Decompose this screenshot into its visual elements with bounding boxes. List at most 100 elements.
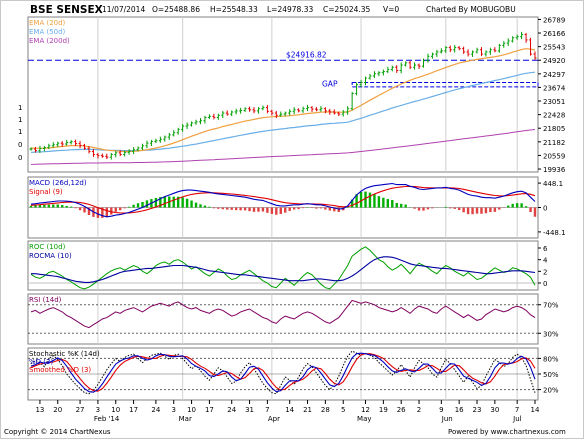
- macd-histogram-bar: [261, 207, 265, 212]
- y-tick-label: 24920: [543, 57, 565, 65]
- chart-symbol: BSE SENSEX: [30, 4, 103, 16]
- macd-histogram-bar: [132, 204, 135, 208]
- macd-histogram-bar: [297, 207, 300, 210]
- macd-histogram-bar: [355, 194, 358, 208]
- chart-high: H=25548.33: [210, 5, 258, 14]
- x-tick-label: 17: [205, 406, 214, 414]
- x-tick-label: 24: [151, 406, 160, 414]
- macd-histogram-bar: [212, 207, 216, 209]
- macd-histogram-bar: [74, 207, 77, 209]
- macd-histogram-bar: [199, 204, 202, 208]
- y-tick-label: 20559: [543, 152, 565, 160]
- y-tick-label: 21182: [543, 139, 565, 147]
- x-tick-label: 3: [96, 406, 100, 414]
- macd-histogram-bar: [413, 207, 416, 209]
- macd-histogram-bar: [493, 207, 497, 212]
- macd-histogram-bar: [123, 207, 126, 209]
- x-tick-label: 10: [111, 406, 120, 414]
- macd-histogram-bar: [292, 207, 296, 210]
- x-tick-label: 20: [53, 406, 62, 414]
- x-tick-label: 23: [473, 406, 482, 414]
- macd-histogram-bar: [38, 205, 42, 208]
- macd-histogram-bar: [466, 207, 470, 215]
- macd-histogram-bar: [65, 205, 68, 208]
- macd-histogram-bar: [190, 200, 193, 208]
- x-tick-label: 7: [515, 406, 519, 414]
- rsi-legend-item: RSI (14d): [29, 296, 62, 304]
- macd-histogram-bar: [391, 200, 394, 208]
- macd-histogram-bar: [333, 207, 336, 212]
- roc-plot-area: [27, 240, 539, 291]
- macd-histogram-bar: [507, 205, 510, 208]
- macd-histogram-bar: [43, 204, 46, 208]
- macd-histogram-bar: [444, 206, 447, 208]
- macd-histogram-bar: [172, 196, 175, 208]
- macd-histogram-bar: [194, 202, 198, 208]
- x-tick-label: 19: [379, 406, 388, 414]
- macd-histogram-bar: [377, 196, 381, 208]
- x-tick-label: 27: [76, 406, 85, 414]
- macd-histogram-bar: [127, 206, 131, 208]
- left-axis-label: 0: [18, 154, 22, 162]
- macd-histogram-bar: [145, 200, 149, 208]
- x-tick-label: 3: [171, 406, 175, 414]
- x-tick-label: 2: [417, 406, 421, 414]
- macd-histogram-bar: [529, 207, 532, 213]
- x-axis: 13 20 27 3 10 17 24 3 10 17 24 31 7 14 21 28 5 12 19 26 2 9 16…: [35, 400, 540, 423]
- x-tick-label: 24: [227, 406, 236, 414]
- x-tick-label: 26: [397, 406, 406, 414]
- left-axis-label: 1: [18, 128, 22, 136]
- macd-histogram-bar: [475, 207, 479, 214]
- macd-histogram-bar: [257, 207, 260, 212]
- y-tick-label: 25543: [543, 44, 565, 52]
- price-plot-area: [27, 16, 539, 173]
- macd-histogram-bar: [359, 191, 363, 208]
- macd-histogram-bar: [96, 207, 100, 218]
- roc-panel: 6 4 2 0 ROC (10d)ROCMA (10): [27, 240, 548, 291]
- y-tick-label: 2: [543, 268, 547, 276]
- macd-histogram-bar: [368, 192, 372, 208]
- stochastic-smoothed-d-line: [30, 353, 536, 392]
- macd-histogram-bar: [315, 207, 318, 209]
- macd-histogram-bar: [324, 207, 327, 210]
- y-tick-label: 23674: [543, 84, 566, 92]
- macd-histogram-bar: [226, 207, 229, 210]
- footer-copyright: Copyright © 2014 ChartNexus: [4, 428, 111, 436]
- chart-volume: V=0: [383, 5, 399, 14]
- stochastic-legend-item: %D (3): [29, 358, 53, 366]
- y-tick-label: 23051: [543, 98, 565, 106]
- macd-histogram-bar: [284, 207, 287, 213]
- roc-line: [30, 246, 536, 290]
- macd-histogram-bar: [373, 194, 376, 208]
- price-legend-item: EMA (200d): [29, 37, 70, 45]
- macd-panel: 448.1 0 -448.1 MACD (26d,12d)Signal (9): [27, 176, 566, 239]
- y-tick-label: 21805: [543, 125, 565, 133]
- month-label: Feb '14: [94, 415, 120, 423]
- y-tick-label: 22428: [543, 112, 565, 120]
- macd-histogram-bar: [266, 207, 269, 213]
- macd-histogram-bar: [230, 207, 233, 210]
- y-tick-label: 50%: [543, 371, 559, 379]
- macd-histogram-bar: [270, 207, 274, 214]
- y-tick-label: 20%: [543, 387, 559, 395]
- y-tick-label: 0: [543, 280, 547, 288]
- ema20-line: [30, 48, 536, 153]
- footer-powered: Powered by www.chartnexus.com: [448, 428, 566, 436]
- macd-histogram-bar: [337, 207, 340, 212]
- y-tick-label: 6: [543, 245, 548, 253]
- y-tick-label: 70%: [543, 302, 559, 310]
- macd-histogram-bar: [431, 207, 434, 209]
- price-legend-item: EMA (20d): [29, 19, 66, 27]
- macd-histogram-bar: [252, 207, 256, 212]
- macd-histogram-bar: [83, 207, 86, 213]
- macd-histogram-bar: [203, 205, 207, 208]
- y-tick-label: 4: [543, 257, 548, 265]
- month-label: May: [357, 415, 371, 423]
- macd-histogram-bar: [417, 207, 421, 211]
- macd-histogram-bar: [386, 199, 390, 208]
- macd-histogram-bar: [52, 204, 55, 208]
- x-tick-label: 17: [129, 406, 138, 414]
- macd-histogram-bar: [484, 207, 488, 214]
- roc-legend-item: ROCMA (10): [29, 252, 72, 260]
- level-label: $24916.82: [286, 50, 327, 59]
